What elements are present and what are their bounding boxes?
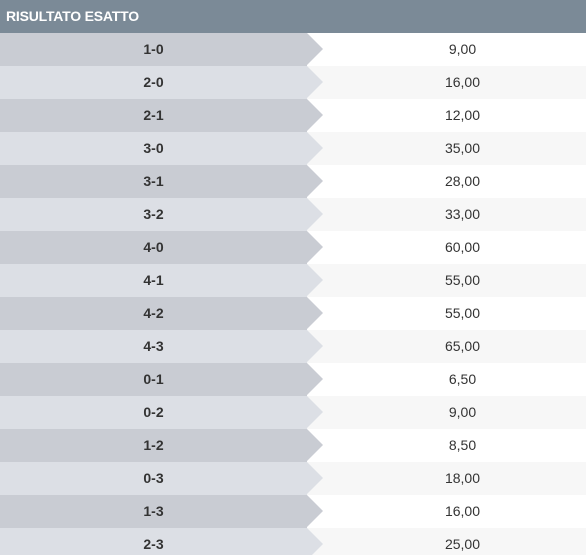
- score-row[interactable]: 2-0 16,00: [0, 66, 586, 99]
- odds-value[interactable]: 9,00: [448, 404, 477, 420]
- odds-value[interactable]: 35,00: [444, 140, 481, 156]
- score-row[interactable]: 0-1 6,50: [0, 363, 586, 396]
- score-label: 0-1: [0, 363, 323, 396]
- panel-title: RISULTATO ESATTO: [0, 0, 586, 33]
- score-label: 1-2: [0, 429, 323, 462]
- score-row[interactable]: 3-2 33,00: [0, 198, 586, 231]
- score-row[interactable]: 4-0 60,00: [0, 231, 586, 264]
- score-label: 0-2: [0, 396, 323, 429]
- score-label: 4-2: [0, 297, 323, 330]
- odds-value[interactable]: 16,00: [444, 503, 481, 519]
- score-label: 1-3: [0, 495, 323, 528]
- score-label: 3-2: [0, 198, 323, 231]
- odds-value[interactable]: 18,00: [444, 470, 481, 486]
- score-label: 2-0: [0, 66, 323, 99]
- score-label: 3-1: [0, 165, 323, 198]
- score-label: 4-3: [0, 330, 323, 363]
- correct-score-list: 1-0 9,00 2-0 16,00 2-1 12,00 3-0 35,00 3…: [0, 33, 586, 555]
- score-row[interactable]: 2-1 12,00: [0, 99, 586, 132]
- score-row[interactable]: 4-1 55,00: [0, 264, 586, 297]
- score-row[interactable]: 1-2 8,50: [0, 429, 586, 462]
- odds-value[interactable]: 60,00: [444, 239, 481, 255]
- odds-value[interactable]: 55,00: [444, 305, 481, 321]
- odds-value[interactable]: 55,00: [444, 272, 481, 288]
- score-row[interactable]: 3-0 35,00: [0, 132, 586, 165]
- score-row[interactable]: 2-3 25,00: [0, 528, 586, 555]
- odds-value[interactable]: 9,00: [448, 41, 477, 57]
- score-label: 0-3: [0, 462, 323, 495]
- score-row[interactable]: 0-2 9,00: [0, 396, 586, 429]
- odds-value[interactable]: 16,00: [444, 74, 481, 90]
- score-label: 4-1: [0, 264, 323, 297]
- odds-value[interactable]: 65,00: [444, 338, 481, 354]
- score-label: 2-1: [0, 99, 323, 132]
- odds-value[interactable]: 28,00: [444, 173, 481, 189]
- score-row[interactable]: 4-3 65,00: [0, 330, 586, 363]
- score-row[interactable]: 3-1 28,00: [0, 165, 586, 198]
- odds-value[interactable]: 8,50: [448, 437, 477, 453]
- score-row[interactable]: 1-0 9,00: [0, 33, 586, 66]
- score-label: 1-0: [0, 33, 323, 66]
- odds-value[interactable]: 33,00: [444, 206, 481, 222]
- score-row[interactable]: 0-3 18,00: [0, 462, 586, 495]
- score-label: 3-0: [0, 132, 323, 165]
- odds-value[interactable]: 12,00: [444, 107, 481, 123]
- score-row[interactable]: 1-3 16,00: [0, 495, 586, 528]
- odds-value[interactable]: 25,00: [444, 536, 481, 552]
- score-label: 2-3: [0, 528, 323, 555]
- score-label: 4-0: [0, 231, 323, 264]
- odds-value[interactable]: 6,50: [448, 371, 477, 387]
- score-row[interactable]: 4-2 55,00: [0, 297, 586, 330]
